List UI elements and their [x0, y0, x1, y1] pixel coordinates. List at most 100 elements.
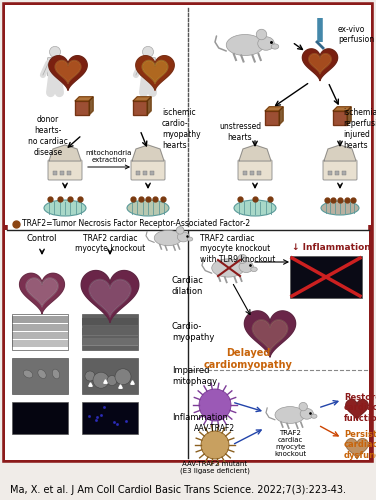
Polygon shape — [26, 278, 58, 307]
Text: Inflammation: Inflammation — [172, 414, 228, 422]
Polygon shape — [302, 49, 338, 80]
Bar — [82, 318, 138, 326]
Ellipse shape — [258, 37, 274, 51]
Polygon shape — [136, 56, 174, 90]
Text: ischemia-
reperfusion
injured
hearts: ischemia- reperfusion injured hearts — [343, 108, 376, 150]
Bar — [143, 171, 147, 175]
Text: Ma, X. et al. J Am Coll Cardiol Basic Trans Science. 2022;7(3):223-43.: Ma, X. et al. J Am Coll Cardiol Basic Tr… — [10, 485, 346, 495]
Circle shape — [107, 376, 117, 386]
Text: AAV-TRAF2: AAV-TRAF2 — [194, 424, 235, 433]
Polygon shape — [49, 56, 87, 90]
Ellipse shape — [226, 34, 264, 56]
FancyBboxPatch shape — [140, 58, 156, 76]
Text: AAV-TRAF2 mutant
(E3 ligase deficient): AAV-TRAF2 mutant (E3 ligase deficient) — [180, 461, 250, 474]
Ellipse shape — [127, 200, 169, 216]
Bar — [12, 314, 68, 350]
FancyBboxPatch shape — [323, 160, 357, 180]
FancyBboxPatch shape — [48, 160, 82, 180]
Ellipse shape — [212, 259, 244, 277]
Bar — [5, 230, 188, 460]
Polygon shape — [55, 60, 81, 84]
Ellipse shape — [177, 232, 190, 242]
Polygon shape — [147, 97, 151, 115]
Text: donor
hearts-
no cardiac
disease: donor hearts- no cardiac disease — [28, 115, 68, 158]
Bar — [60, 171, 64, 175]
Text: TRAF2=Tumor Necrosis Factor Receptor-Associated Factor-2: TRAF2=Tumor Necrosis Factor Receptor-Ass… — [22, 220, 250, 228]
Text: ischemic
cardio-
myopathy
hearts: ischemic cardio- myopathy hearts — [162, 108, 201, 150]
Ellipse shape — [44, 200, 86, 216]
Bar — [335, 171, 339, 175]
Circle shape — [93, 372, 109, 388]
Ellipse shape — [321, 201, 359, 215]
Ellipse shape — [311, 414, 317, 418]
Bar — [12, 324, 68, 331]
Ellipse shape — [251, 267, 257, 272]
Polygon shape — [239, 145, 271, 161]
Polygon shape — [346, 438, 368, 459]
Bar — [82, 402, 138, 434]
Ellipse shape — [23, 370, 33, 378]
Bar — [67, 171, 71, 175]
FancyBboxPatch shape — [5, 5, 371, 460]
Text: Delayed
cardiomyopathy: Delayed cardiomyopathy — [203, 348, 293, 370]
Bar — [12, 358, 68, 394]
Bar — [136, 171, 140, 175]
Ellipse shape — [300, 408, 314, 419]
Polygon shape — [244, 311, 296, 357]
Text: TRAF2 cardiac
myocyte knockout
with TLR9 knockout: TRAF2 cardiac myocyte knockout with TLR9… — [200, 234, 275, 264]
Polygon shape — [142, 60, 168, 84]
Bar — [82, 314, 138, 350]
Polygon shape — [75, 97, 93, 101]
Polygon shape — [346, 400, 368, 420]
Circle shape — [238, 254, 247, 264]
Ellipse shape — [234, 200, 276, 216]
Bar — [12, 316, 68, 323]
Ellipse shape — [52, 369, 60, 379]
Ellipse shape — [187, 237, 193, 241]
Polygon shape — [133, 101, 147, 115]
Bar — [53, 171, 57, 175]
Text: TRAF2 cardiac
myocyte knockout: TRAF2 cardiac myocyte knockout — [75, 234, 145, 254]
Ellipse shape — [239, 261, 253, 272]
Circle shape — [201, 431, 229, 459]
Text: ex-vivo
perfusion: ex-vivo perfusion — [338, 25, 374, 44]
FancyBboxPatch shape — [238, 160, 272, 180]
Circle shape — [199, 389, 231, 421]
Polygon shape — [265, 111, 279, 125]
Bar — [328, 171, 332, 175]
Polygon shape — [252, 320, 288, 352]
Text: mitochondria
extraction: mitochondria extraction — [86, 150, 132, 163]
Polygon shape — [75, 101, 89, 115]
Ellipse shape — [275, 406, 305, 424]
Circle shape — [50, 46, 61, 58]
Ellipse shape — [154, 230, 182, 246]
Bar — [82, 338, 138, 345]
Text: Persistent
cardiac
dysfunction: Persistent cardiac dysfunction — [344, 430, 376, 460]
Polygon shape — [89, 280, 131, 317]
Bar — [150, 171, 154, 175]
Circle shape — [176, 226, 184, 234]
Ellipse shape — [271, 44, 279, 49]
Polygon shape — [132, 145, 164, 161]
FancyBboxPatch shape — [47, 58, 62, 76]
Bar — [82, 328, 138, 335]
Circle shape — [85, 371, 95, 381]
Bar — [82, 328, 138, 336]
Text: unstressed
hearts: unstressed hearts — [219, 122, 261, 142]
Polygon shape — [20, 274, 64, 314]
Polygon shape — [333, 107, 351, 111]
Bar — [12, 340, 68, 347]
Text: TRAF2
cardiac
myocyte
knockout: TRAF2 cardiac myocyte knockout — [274, 430, 306, 457]
Text: Restored
cardiac
function: Restored cardiac function — [344, 393, 376, 423]
Polygon shape — [347, 107, 351, 125]
Text: ↓ Inflammation: ↓ Inflammation — [292, 243, 371, 252]
Text: Impaired
mitophagy: Impaired mitophagy — [172, 366, 217, 386]
Bar — [290, 256, 362, 298]
Circle shape — [299, 402, 308, 411]
Polygon shape — [309, 54, 331, 74]
Text: Cardio-
myopathy: Cardio- myopathy — [172, 322, 214, 342]
Bar — [5, 5, 371, 225]
Circle shape — [143, 46, 153, 58]
Polygon shape — [49, 145, 81, 161]
Bar — [82, 358, 138, 394]
